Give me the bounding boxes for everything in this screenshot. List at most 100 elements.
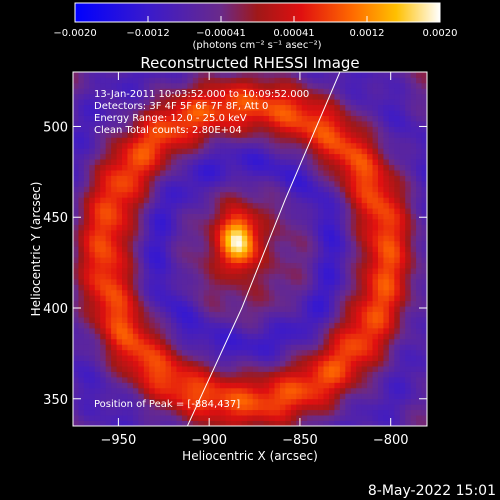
heatmap-cell <box>247 104 254 111</box>
heatmap-cell <box>83 121 90 127</box>
heatmap-cell <box>279 191 286 198</box>
heatmap-cell <box>377 311 384 318</box>
heatmap-cell <box>356 420 363 426</box>
heatmap-cell <box>421 393 427 400</box>
heatmap-cell <box>111 366 117 372</box>
heatmap-cell <box>171 300 177 307</box>
heatmap-cell <box>89 197 96 204</box>
heatmap-cell <box>394 349 401 356</box>
heatmap-cell <box>176 153 183 160</box>
heatmap-cell <box>372 278 379 285</box>
heatmap-cell <box>149 404 156 411</box>
heatmap-cell <box>83 246 90 253</box>
heatmap-cell <box>225 88 232 95</box>
heatmap-cell <box>111 268 117 274</box>
heatmap-cell <box>78 180 85 187</box>
heatmap-cell <box>274 387 281 394</box>
heatmap-cell <box>339 387 346 394</box>
heatmap-cell <box>105 219 112 225</box>
heatmap-cell <box>198 213 205 220</box>
heatmap-cell <box>388 110 395 116</box>
heatmap-cell <box>356 349 363 356</box>
heatmap-cell <box>132 376 139 383</box>
heatmap-cell <box>122 251 128 258</box>
heatmap-cell <box>203 164 210 171</box>
heatmap-cell <box>89 376 96 383</box>
heatmap-cell <box>377 88 384 95</box>
heatmap-cell <box>345 219 352 225</box>
heatmap-cell <box>394 273 401 280</box>
heatmap-cell <box>285 131 292 138</box>
heatmap-cell <box>394 327 401 334</box>
heatmap-cell <box>165 376 172 383</box>
heatmap-cell <box>307 257 314 264</box>
heatmap-cell <box>405 235 412 242</box>
heatmap-cell <box>367 300 373 307</box>
heatmap-cell <box>372 153 379 160</box>
heatmap-cell <box>399 93 406 100</box>
heatmap-cell <box>209 240 215 247</box>
heatmap-cell <box>279 404 286 411</box>
heatmap-cell <box>339 398 346 405</box>
heatmap-cell <box>83 355 90 362</box>
heatmap-cell <box>301 186 308 193</box>
heatmap-cell <box>241 289 248 296</box>
heatmap-cell <box>252 355 259 362</box>
heatmap-cell <box>192 170 199 176</box>
heatmap-cell <box>296 257 303 264</box>
heatmap-cell <box>105 344 112 351</box>
heatmap-cell <box>356 409 363 416</box>
heatmap-cell <box>394 77 401 84</box>
heatmap-cell <box>236 164 243 171</box>
heatmap-cell <box>127 104 134 111</box>
heatmap-cell <box>356 110 363 116</box>
heatmap-cell <box>154 284 161 291</box>
heatmap-cell <box>154 121 161 127</box>
heatmap-cell <box>111 420 117 426</box>
heatmap-cell <box>122 153 128 160</box>
heatmap-cell <box>367 202 373 209</box>
heatmap-cell <box>111 153 117 160</box>
heatmap-cell <box>269 409 275 416</box>
heatmap-cell <box>89 137 96 144</box>
heatmap-cell <box>149 110 156 116</box>
heatmap-cell <box>149 213 156 220</box>
heatmap-cell <box>83 300 90 307</box>
heatmap-cell <box>187 202 194 209</box>
heatmap-cell <box>187 186 194 193</box>
heatmap-cell <box>285 278 292 285</box>
heatmap-cell <box>318 306 324 313</box>
heatmap-cell <box>160 99 166 106</box>
heatmap-cell <box>111 219 117 225</box>
heatmap-cell <box>356 93 363 100</box>
heatmap-cell <box>220 360 226 367</box>
heatmap-cell <box>285 115 292 122</box>
heatmap-cell <box>383 110 390 116</box>
heatmap-cell <box>334 376 341 383</box>
heatmap-cell <box>290 344 297 351</box>
heatmap-cell <box>367 268 373 274</box>
heatmap-cell <box>339 415 346 421</box>
heatmap-cell <box>116 376 123 383</box>
heatmap-cell <box>94 317 101 323</box>
heatmap-cell <box>241 224 248 231</box>
heatmap-cell <box>328 229 335 236</box>
heatmap-cell <box>296 88 303 95</box>
heatmap-cell <box>176 202 183 209</box>
heatmap-cell <box>143 415 150 421</box>
heatmap-cell <box>143 224 150 231</box>
heatmap-cell <box>285 349 292 356</box>
heatmap-cell <box>323 121 330 127</box>
heatmap-cell <box>78 137 85 144</box>
heatmap-cell <box>372 88 379 95</box>
heatmap-cell <box>318 186 324 193</box>
heatmap-cell <box>290 289 297 296</box>
heatmap-cell <box>214 251 221 258</box>
heatmap-cell <box>203 142 210 149</box>
heatmap-cell <box>307 213 314 220</box>
heatmap-cell <box>350 82 357 89</box>
heatmap-cell <box>89 88 96 95</box>
heatmap-cell <box>269 126 275 133</box>
heatmap-cell <box>388 153 395 160</box>
heatmap-cell <box>165 186 172 193</box>
